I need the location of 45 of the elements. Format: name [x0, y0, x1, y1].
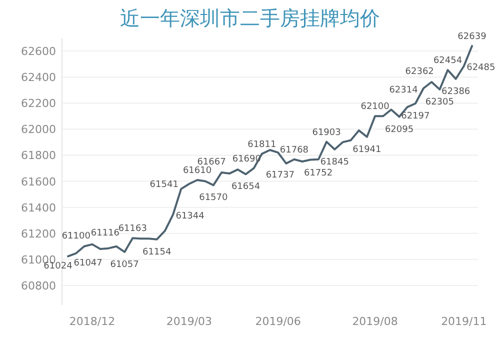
x-tick-label: 2018/12 [69, 315, 116, 328]
data-label: 62305 [425, 97, 454, 108]
data-label: 62639 [458, 32, 487, 42]
data-label: 62386 [442, 86, 470, 97]
data-label: 62314 [389, 85, 418, 96]
data-label: 61344 [176, 212, 205, 222]
x-tick-label: 2019/06 [255, 315, 301, 328]
data-label: 61737 [266, 170, 294, 180]
data-label: 62362 [405, 67, 434, 78]
data-label: 61047 [74, 258, 102, 268]
y-tick-label: 62600 [21, 45, 56, 58]
x-tick-label: 2019/03 [166, 315, 212, 328]
data-label: 61903 [312, 128, 341, 138]
data-label: 61752 [304, 168, 333, 178]
y-tick-label: 61800 [21, 149, 56, 162]
y-tick-label: 61400 [21, 201, 56, 214]
chart-title: 近一年深圳市二手房挂牌均价 [120, 6, 380, 30]
data-label: 61154 [142, 247, 172, 258]
data-label: 62100 [360, 102, 390, 112]
y-tick-label: 62200 [21, 97, 56, 110]
data-label: 61610 [182, 166, 212, 176]
data-label: 61163 [118, 224, 147, 234]
data-label: 61845 [320, 157, 349, 168]
data-label: 61654 [231, 182, 260, 192]
data-label: 62485 [466, 63, 496, 73]
y-tick-label: 62400 [21, 71, 56, 84]
data-label: 62454 [433, 56, 462, 66]
y-tick-label: 61600 [21, 175, 56, 188]
data-label: 61541 [150, 180, 178, 190]
data-label: 61667 [197, 158, 226, 168]
data-label: 62197 [401, 112, 430, 122]
y-tick-label: 62000 [21, 123, 56, 136]
data-label: 61100 [62, 231, 91, 242]
data-label: 61116 [90, 228, 120, 238]
y-tick-label: 61200 [21, 227, 56, 240]
data-label: 61570 [199, 193, 228, 204]
data-label: 62095 [384, 124, 414, 135]
x-tick-label: 2019/11 [441, 315, 487, 328]
data-label: 61057 [110, 260, 139, 270]
data-label: 61941 [352, 144, 382, 155]
y-tick-label: 60800 [21, 279, 56, 292]
x-tick-label: 2019/08 [352, 315, 398, 328]
data-label: 61768 [280, 145, 309, 156]
data-label: 61024 [44, 261, 73, 272]
data-label: 61811 [248, 140, 276, 150]
